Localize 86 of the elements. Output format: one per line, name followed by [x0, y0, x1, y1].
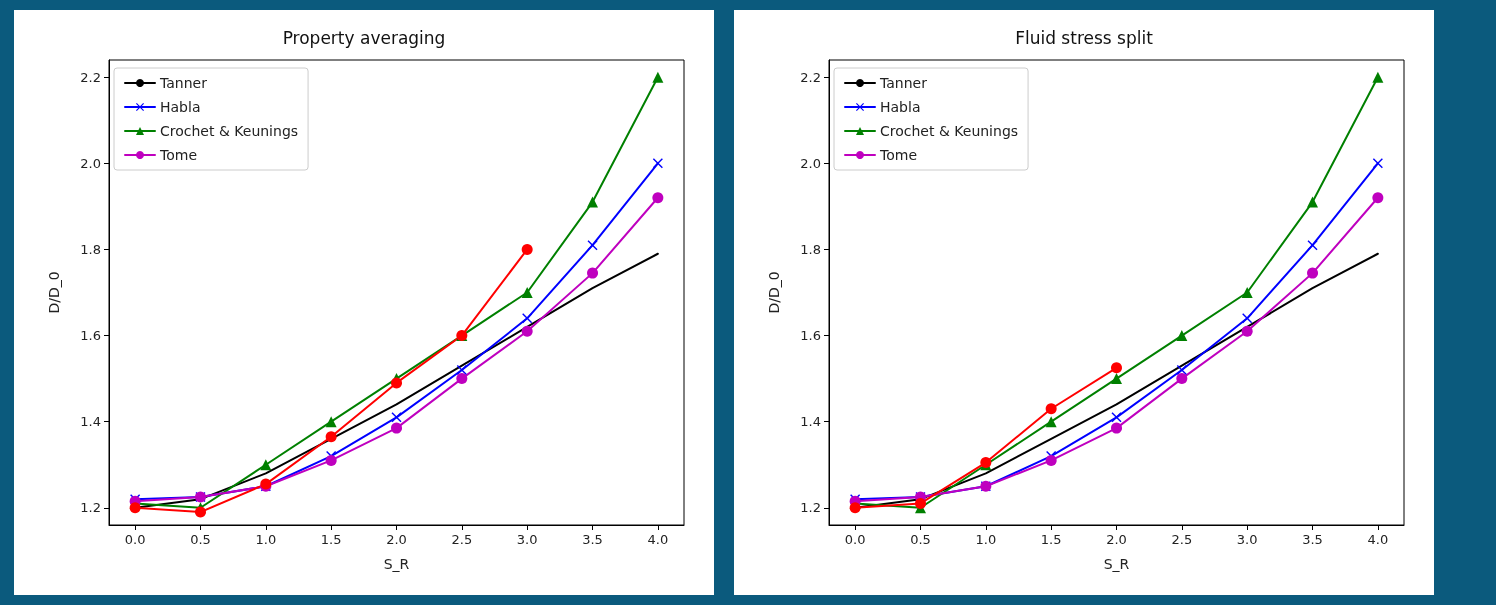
chart-title: Property averaging: [282, 27, 446, 48]
y-tick-label: 1.4: [800, 414, 821, 430]
x-tick-label: 0.0: [844, 532, 866, 547]
y-tick-label: 1.8: [80, 241, 101, 257]
point: [652, 71, 664, 83]
point: [521, 325, 533, 337]
point: [914, 497, 926, 509]
x-tick-label: 4.0: [647, 532, 669, 547]
point: [325, 416, 337, 428]
point: [1176, 373, 1188, 385]
y-tick-label: 1.8: [800, 241, 821, 257]
point: [652, 158, 663, 169]
x-axis-title: S_R: [1103, 556, 1130, 572]
x-tick-label: 3.5: [582, 532, 603, 547]
legend-label: Crochet & Keunings: [880, 123, 1019, 139]
point: [587, 196, 599, 208]
point: [1372, 158, 1383, 169]
legend-label: Tanner: [159, 75, 208, 91]
point: [1176, 365, 1187, 375]
x-axis-title: S_R: [383, 556, 410, 572]
point: [129, 502, 141, 514]
x-tick-label: 0.5: [190, 532, 211, 547]
point: [521, 287, 533, 298]
point: [1242, 313, 1253, 324]
x-tick-label: 1.0: [255, 532, 277, 547]
y-tick-label: 1.2: [800, 500, 821, 516]
y-tick-label: 1.6: [800, 328, 821, 344]
y-tick-label: 2.0: [80, 155, 101, 171]
x-tick-label: 2.5: [1171, 532, 1193, 547]
point: [1372, 192, 1384, 204]
x-tick-label: 1.5: [320, 532, 342, 547]
point: [522, 313, 533, 324]
x-tick-label: 0.0: [124, 532, 146, 547]
y-axis-title: D/D_0: [766, 271, 782, 314]
point: [1045, 454, 1057, 466]
point: [1111, 422, 1122, 434]
y-axis-title: D/D_0: [46, 271, 62, 314]
point: [652, 192, 664, 204]
point: [1111, 412, 1122, 423]
point: [1241, 325, 1253, 337]
x-tick-label: 1.5: [1040, 532, 1062, 547]
legend-label: Tome: [879, 147, 917, 163]
x-tick-label: 3.5: [1302, 532, 1323, 547]
x-tick-label: 0.5: [910, 532, 931, 547]
point: [1307, 267, 1319, 279]
point: [587, 240, 598, 251]
point: [1111, 373, 1122, 385]
x-tick-label: 3.0: [1236, 532, 1258, 547]
point: [1045, 416, 1057, 428]
y-tick-label: 1.2: [80, 500, 101, 516]
y-tick-label: 2.2: [80, 69, 101, 85]
point: [391, 377, 402, 389]
legend-label: Habla: [880, 99, 921, 115]
legend-label: Tome: [159, 147, 197, 163]
point: [391, 422, 402, 434]
point: [325, 431, 337, 443]
x-tick-label: 2.5: [451, 532, 473, 547]
y-tick-label: 1.4: [80, 414, 101, 430]
y-tick-label: 2.0: [800, 155, 821, 171]
x-tick-label: 2.0: [1106, 532, 1127, 547]
point: [260, 459, 272, 471]
point: [325, 454, 337, 466]
point: [587, 267, 599, 279]
legend-label: Crochet & Keunings: [160, 123, 299, 139]
x-tick-label: 2.0: [386, 532, 407, 547]
legend-label: Tanner: [879, 75, 928, 91]
y-tick-label: 2.2: [800, 69, 821, 85]
point: [1111, 362, 1122, 374]
point: [391, 412, 402, 423]
point: [1045, 403, 1057, 415]
point: [521, 243, 533, 255]
point: [1176, 330, 1188, 342]
point: [1307, 240, 1318, 251]
point: [1307, 196, 1319, 208]
point: [849, 502, 861, 514]
point: [1372, 71, 1384, 83]
x-tick-label: 1.0: [975, 532, 997, 547]
point: [456, 365, 467, 375]
point: [1241, 287, 1253, 298]
point: [456, 373, 468, 385]
point: [194, 506, 206, 518]
x-tick-label: 3.0: [516, 532, 538, 547]
chart-title: Fluid stress split: [1015, 27, 1154, 48]
legend-label: Habla: [160, 99, 201, 115]
x-tick-label: 4.0: [1367, 532, 1389, 547]
y-tick-label: 1.6: [80, 328, 101, 344]
